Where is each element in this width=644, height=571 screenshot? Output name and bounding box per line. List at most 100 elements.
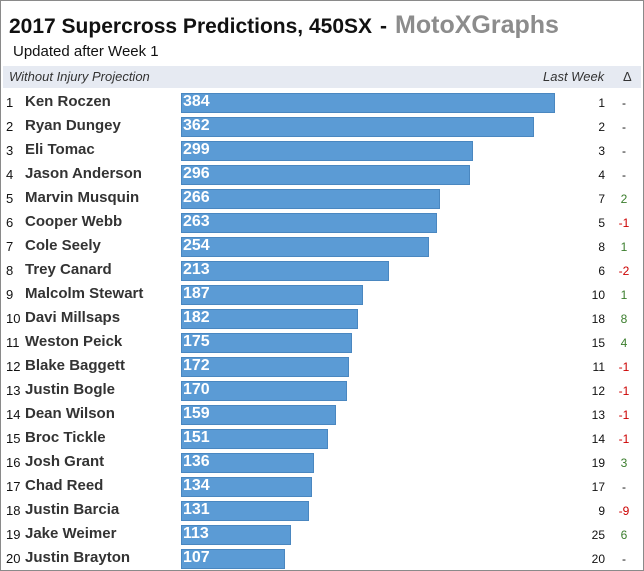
rider-name: Justin Barcia	[25, 501, 120, 518]
rider-name: Ken Roczen	[25, 93, 111, 110]
last-week-rank: 11	[592, 360, 605, 374]
bar	[181, 165, 470, 185]
rank-change: -	[622, 120, 626, 134]
bar-value-label: 213	[183, 261, 210, 278]
bar	[181, 453, 314, 473]
bar	[181, 213, 437, 233]
column-header-band: Without Injury Projection Last Week Δ	[3, 66, 641, 88]
bar	[181, 261, 389, 281]
rank-change: -1	[618, 408, 630, 422]
last-week-header: Last Week	[543, 69, 605, 84]
rank-label: 3	[6, 143, 14, 158]
title-row: 2017 Supercross Predictions, 450SX - MotoX…	[9, 11, 559, 41]
rank-change: -2	[618, 264, 630, 278]
rank-label: 1	[6, 95, 14, 110]
bar-value-label: 175	[183, 333, 210, 350]
bar	[181, 93, 555, 113]
last-week-rank: 19	[591, 456, 605, 470]
rank-change: 6	[620, 528, 628, 542]
rank-change: -	[622, 480, 626, 494]
rank-change: -1	[618, 360, 630, 374]
bar-value-label: 296	[183, 165, 210, 182]
rank-label: 9	[6, 287, 14, 302]
bar-value-label: 131	[183, 501, 210, 518]
bar	[181, 309, 358, 329]
rider-name: Dean Wilson	[25, 405, 115, 422]
delta-header: Δ	[623, 69, 632, 84]
rider-name: Jake Weimer	[25, 525, 117, 542]
rank-label: 5	[6, 191, 14, 206]
rider-name: Cole Seely	[25, 237, 101, 254]
bar	[181, 333, 352, 353]
rank-change: 3	[620, 456, 628, 470]
last-week-rank: 1	[598, 96, 605, 110]
bar-value-label: 151	[183, 429, 210, 446]
rank-change: 1	[620, 240, 628, 254]
rider-name: Cooper Webb	[25, 213, 123, 230]
bar-value-label: 266	[183, 189, 210, 206]
rank-change: -1	[618, 432, 630, 446]
rider-name: Trey Canard	[25, 261, 112, 278]
rank-change: -9	[618, 504, 630, 518]
bar	[181, 141, 473, 161]
rank-change: -	[622, 168, 626, 182]
bar-value-label: 107	[183, 549, 210, 566]
last-week-rank: 5	[598, 216, 605, 230]
rank-label: 4	[6, 167, 14, 182]
rank-change: 1	[620, 288, 628, 302]
last-week-rank: 3	[598, 144, 605, 158]
last-week-rank: 18	[591, 312, 605, 326]
rank-change: 2	[620, 192, 628, 206]
rider-name: Josh Grant	[25, 453, 105, 470]
bar	[181, 189, 440, 209]
rank-label: 15	[6, 431, 21, 446]
rank-label: 11	[6, 335, 20, 350]
bar-value-label: 136	[183, 453, 210, 470]
bar	[181, 525, 291, 545]
rider-name: Weston Peick	[25, 333, 123, 350]
rank-change: 8	[620, 312, 628, 326]
bar	[181, 285, 363, 305]
bar-value-label: 299	[183, 141, 210, 158]
last-week-rank: 12	[591, 384, 605, 398]
bar-value-label: 263	[183, 213, 210, 230]
chart-subtitle: Updated after Week 1	[13, 43, 159, 60]
chart-title: 2017 Supercross Predictions, 450SX	[9, 15, 373, 38]
rank-label: 6	[6, 215, 14, 230]
rank-label: 7	[6, 239, 14, 254]
rider-name: Justin Brayton	[25, 549, 131, 566]
last-week-rank: 6	[598, 264, 605, 278]
bar	[181, 429, 328, 449]
bar-value-label: 113	[183, 525, 209, 542]
rank-label: 14	[6, 407, 21, 422]
last-week-rank: 10	[591, 288, 605, 302]
rank-change: -1	[618, 216, 630, 230]
rank-change: -	[622, 552, 626, 566]
rank-change: -	[622, 144, 626, 158]
rank-label: 12	[6, 359, 21, 374]
rider-name: Marvin Musquin	[25, 189, 140, 206]
rank-label: 8	[6, 263, 14, 278]
rider-name: Davi Millsaps	[25, 309, 121, 326]
last-week-rank: 25	[591, 528, 605, 542]
bar-value-label: 187	[183, 285, 210, 302]
bar	[181, 237, 429, 257]
bar	[181, 549, 285, 569]
rider-name: Jason Anderson	[25, 165, 142, 182]
rider-name: Broc Tickle	[25, 429, 106, 446]
rank-label: 20	[6, 551, 21, 566]
bar	[181, 501, 309, 521]
rider-name: Malcolm Stewart	[25, 285, 144, 302]
rank-label: 19	[6, 527, 21, 542]
title-separator: -	[380, 15, 388, 38]
rank-change: -1	[618, 384, 630, 398]
bar-value-label: 134	[183, 477, 210, 494]
rider-name: Blake Baggett	[25, 357, 126, 374]
last-week-rank: 13	[591, 408, 605, 422]
last-week-rank: 4	[598, 168, 605, 182]
bar	[181, 117, 534, 137]
last-week-rank: 15	[591, 336, 605, 350]
rank-label: 10	[6, 311, 21, 326]
bar-value-label: 254	[183, 237, 210, 254]
